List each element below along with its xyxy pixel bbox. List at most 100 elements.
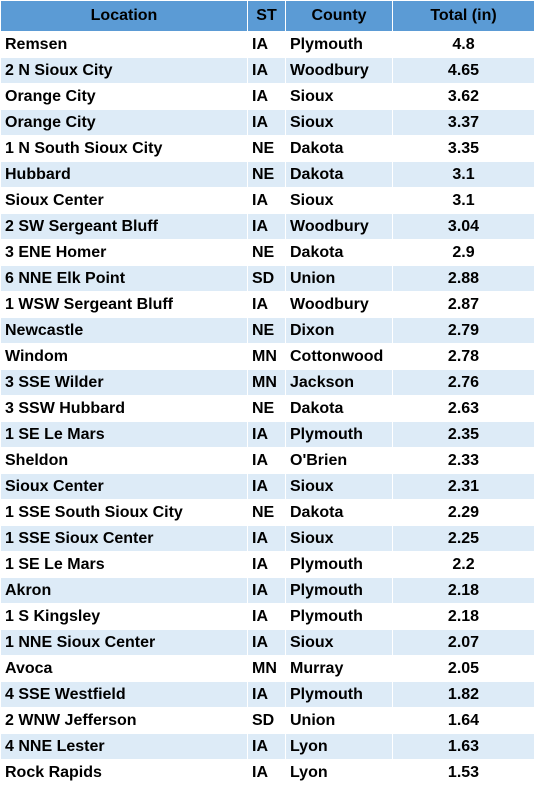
table-cell: 1 NNE Sioux Center <box>0 629 248 656</box>
table-cell: MN <box>247 343 286 370</box>
table-cell: IA <box>247 733 286 760</box>
table-cell: Murray <box>285 655 393 682</box>
table-cell: 2.63 <box>392 395 534 422</box>
table-cell: Plymouth <box>285 603 393 630</box>
header-cell: County <box>285 0 393 32</box>
table-cell: 2.78 <box>392 343 534 370</box>
table-cell: Lyon <box>285 733 393 760</box>
table-cell: 2.2 <box>392 551 534 578</box>
table-cell: NE <box>247 395 286 422</box>
table-cell: 3.1 <box>392 187 534 214</box>
table-row: 2 SW Sergeant Bluff IA Woodbury 3.04 <box>0 213 534 240</box>
table-cell: Lyon <box>285 759 393 786</box>
table-cell: 2.18 <box>392 577 534 604</box>
table-cell: Plymouth <box>285 681 393 708</box>
table-cell: 3.35 <box>392 135 534 162</box>
table-cell: 3.04 <box>392 213 534 240</box>
table-cell: 3 SSW Hubbard <box>0 395 248 422</box>
table-cell: 4.65 <box>392 57 534 84</box>
table-cell: 2.07 <box>392 629 534 656</box>
table-cell: IA <box>247 603 286 630</box>
table-cell: 6 NNE Elk Point <box>0 265 248 292</box>
table-cell: Plymouth <box>285 421 393 448</box>
table-row: Akron IA Plymouth 2.18 <box>0 577 534 604</box>
table-cell: NE <box>247 135 286 162</box>
table-cell: 1.64 <box>392 707 534 734</box>
table-cell: Jackson <box>285 369 393 396</box>
table-cell: 2.05 <box>392 655 534 682</box>
table-cell: NE <box>247 499 286 526</box>
table-cell: NE <box>247 239 286 266</box>
table-cell: Newcastle <box>0 317 248 344</box>
table-cell: 4 NNE Lester <box>0 733 248 760</box>
table-cell: IA <box>247 291 286 318</box>
table-row: Windom MN Cottonwood 2.78 <box>0 343 534 370</box>
table-cell: 1 WSW Sergeant Bluff <box>0 291 248 318</box>
table-row: 1 S Kingsley IA Plymouth 2.18 <box>0 603 534 630</box>
table-cell: 2.18 <box>392 603 534 630</box>
table-cell: Sheldon <box>0 447 248 474</box>
table-cell: Sioux Center <box>0 187 248 214</box>
table-cell: 3.37 <box>392 109 534 136</box>
table-cell: IA <box>247 551 286 578</box>
table-row: 6 NNE Elk Point SD Union 2.88 <box>0 265 534 292</box>
table-cell: Sioux <box>285 187 393 214</box>
table-row: Sioux Center IA Sioux 3.1 <box>0 187 534 214</box>
table-row: 4 SSE Westfield IA Plymouth 1.82 <box>0 681 534 708</box>
table-row: 2 N Sioux City IA Woodbury 4.65 <box>0 57 534 84</box>
header-cell: ST <box>247 0 286 32</box>
table-cell: Dakota <box>285 135 393 162</box>
table-cell: 1.53 <box>392 759 534 786</box>
table-cell: Plymouth <box>285 577 393 604</box>
table-row: Remsen IA Plymouth 4.8 <box>0 31 534 58</box>
table-cell: IA <box>247 213 286 240</box>
table-cell: 3.62 <box>392 83 534 110</box>
table-cell: MN <box>247 655 286 682</box>
table-cell: 2 SW Sergeant Bluff <box>0 213 248 240</box>
table-cell: Woodbury <box>285 291 393 318</box>
table-row: 1 SSE South Sioux City NE Dakota 2.29 <box>0 499 534 526</box>
table-cell: Akron <box>0 577 248 604</box>
table-cell: IA <box>247 421 286 448</box>
table-cell: 4 SSE Westfield <box>0 681 248 708</box>
table-cell: IA <box>247 31 286 58</box>
table-cell: Sioux Center <box>0 473 248 500</box>
table-row: Rock Rapids IA Lyon 1.53 <box>0 759 534 786</box>
table-cell: IA <box>247 447 286 474</box>
table-cell: IA <box>247 57 286 84</box>
table-cell: 2.35 <box>392 421 534 448</box>
table-cell: Sioux <box>285 525 393 552</box>
table-row: 3 SSW Hubbard NE Dakota 2.63 <box>0 395 534 422</box>
table-cell: 1 SE Le Mars <box>0 421 248 448</box>
table-row: 4 NNE Lester IA Lyon 1.63 <box>0 733 534 760</box>
table-cell: IA <box>247 109 286 136</box>
table-cell: SD <box>247 265 286 292</box>
table-cell: 1 SSE South Sioux City <box>0 499 248 526</box>
table-cell: Orange City <box>0 83 248 110</box>
table-row: Orange City IA Sioux 3.37 <box>0 109 534 136</box>
table-cell: 2 WNW Jefferson <box>0 707 248 734</box>
table-cell: Sioux <box>285 109 393 136</box>
table-cell: Orange City <box>0 109 248 136</box>
table-cell: IA <box>247 577 286 604</box>
table-row: 1 WSW Sergeant Bluff IA Woodbury 2.87 <box>0 291 534 318</box>
table-row: 1 N South Sioux City NE Dakota 3.35 <box>0 135 534 162</box>
table-cell: Union <box>285 707 393 734</box>
table-cell: 3 ENE Homer <box>0 239 248 266</box>
table-cell: Sioux <box>285 473 393 500</box>
table-cell: Rock Rapids <box>0 759 248 786</box>
header-cell: Total (in) <box>392 0 534 32</box>
table-cell: 2 N Sioux City <box>0 57 248 84</box>
table-cell: IA <box>247 525 286 552</box>
table-row: Sheldon IA O'Brien 2.33 <box>0 447 534 474</box>
table-cell: Dixon <box>285 317 393 344</box>
table-cell: Woodbury <box>285 57 393 84</box>
table-cell: 2.9 <box>392 239 534 266</box>
table-row: Sioux Center IA Sioux 2.31 <box>0 473 534 500</box>
table-cell: 2.33 <box>392 447 534 474</box>
header-cell: Location <box>0 0 248 32</box>
table-row: Avoca MN Murray 2.05 <box>0 655 534 682</box>
table-cell: IA <box>247 681 286 708</box>
